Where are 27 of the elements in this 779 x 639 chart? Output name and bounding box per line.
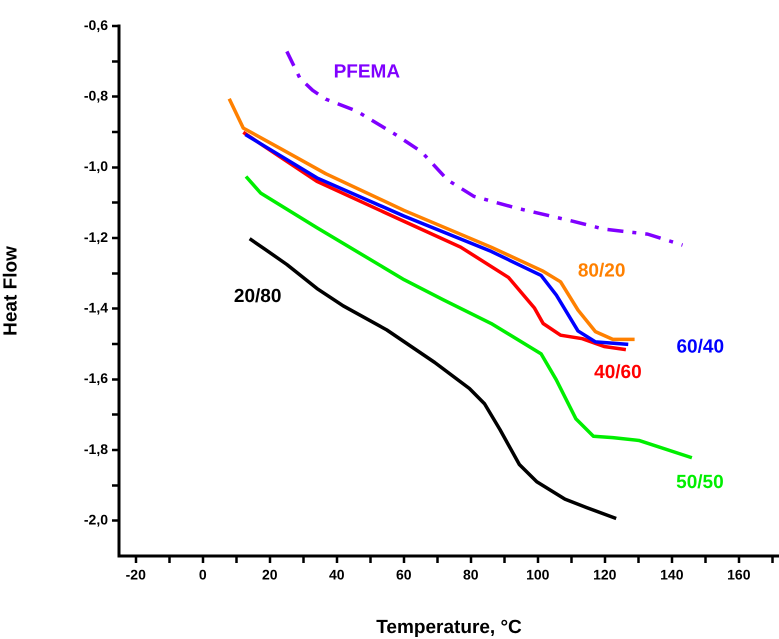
y-tick-label: -1,2 — [84, 228, 108, 245]
series-label: 40/60 — [594, 362, 642, 383]
y-tick-label: -0,8 — [84, 88, 108, 104]
x-tick-label: 0 — [198, 566, 207, 582]
x-tick-label: 20 — [262, 566, 278, 582]
x-tick-label: 160 — [727, 566, 751, 582]
x-tick-label: -20 — [126, 566, 146, 582]
x-axis-title: Temperature, °C — [376, 616, 522, 638]
y-tick-label: -2,0 — [84, 512, 108, 528]
series-label: 80/20 — [578, 260, 626, 282]
y-tick-label: -1,8 — [84, 440, 108, 457]
x-tick-label: 140 — [660, 566, 684, 582]
x-tick-label: 60 — [396, 566, 412, 582]
y-axis-title: Heat Flow — [0, 246, 22, 336]
text: 60/40 — [676, 336, 724, 358]
y-tick-label: -1,6 — [84, 370, 108, 386]
x-tick-label: 80 — [462, 566, 479, 582]
y-tick-label: -0,6 — [84, 16, 108, 33]
y-tick-label: -1,0 — [84, 158, 108, 174]
x-tick-label: 40 — [328, 566, 345, 582]
x-tick-label: 100 — [526, 566, 550, 582]
x-tick-label: 120 — [593, 566, 617, 582]
line-series — [285, 50, 684, 247]
series-label: 20/80 — [234, 286, 282, 307]
series-label: PFEMA — [334, 62, 400, 83]
y-tick-label: -1,4 — [84, 300, 108, 316]
series-label: 50/50 — [676, 472, 724, 494]
